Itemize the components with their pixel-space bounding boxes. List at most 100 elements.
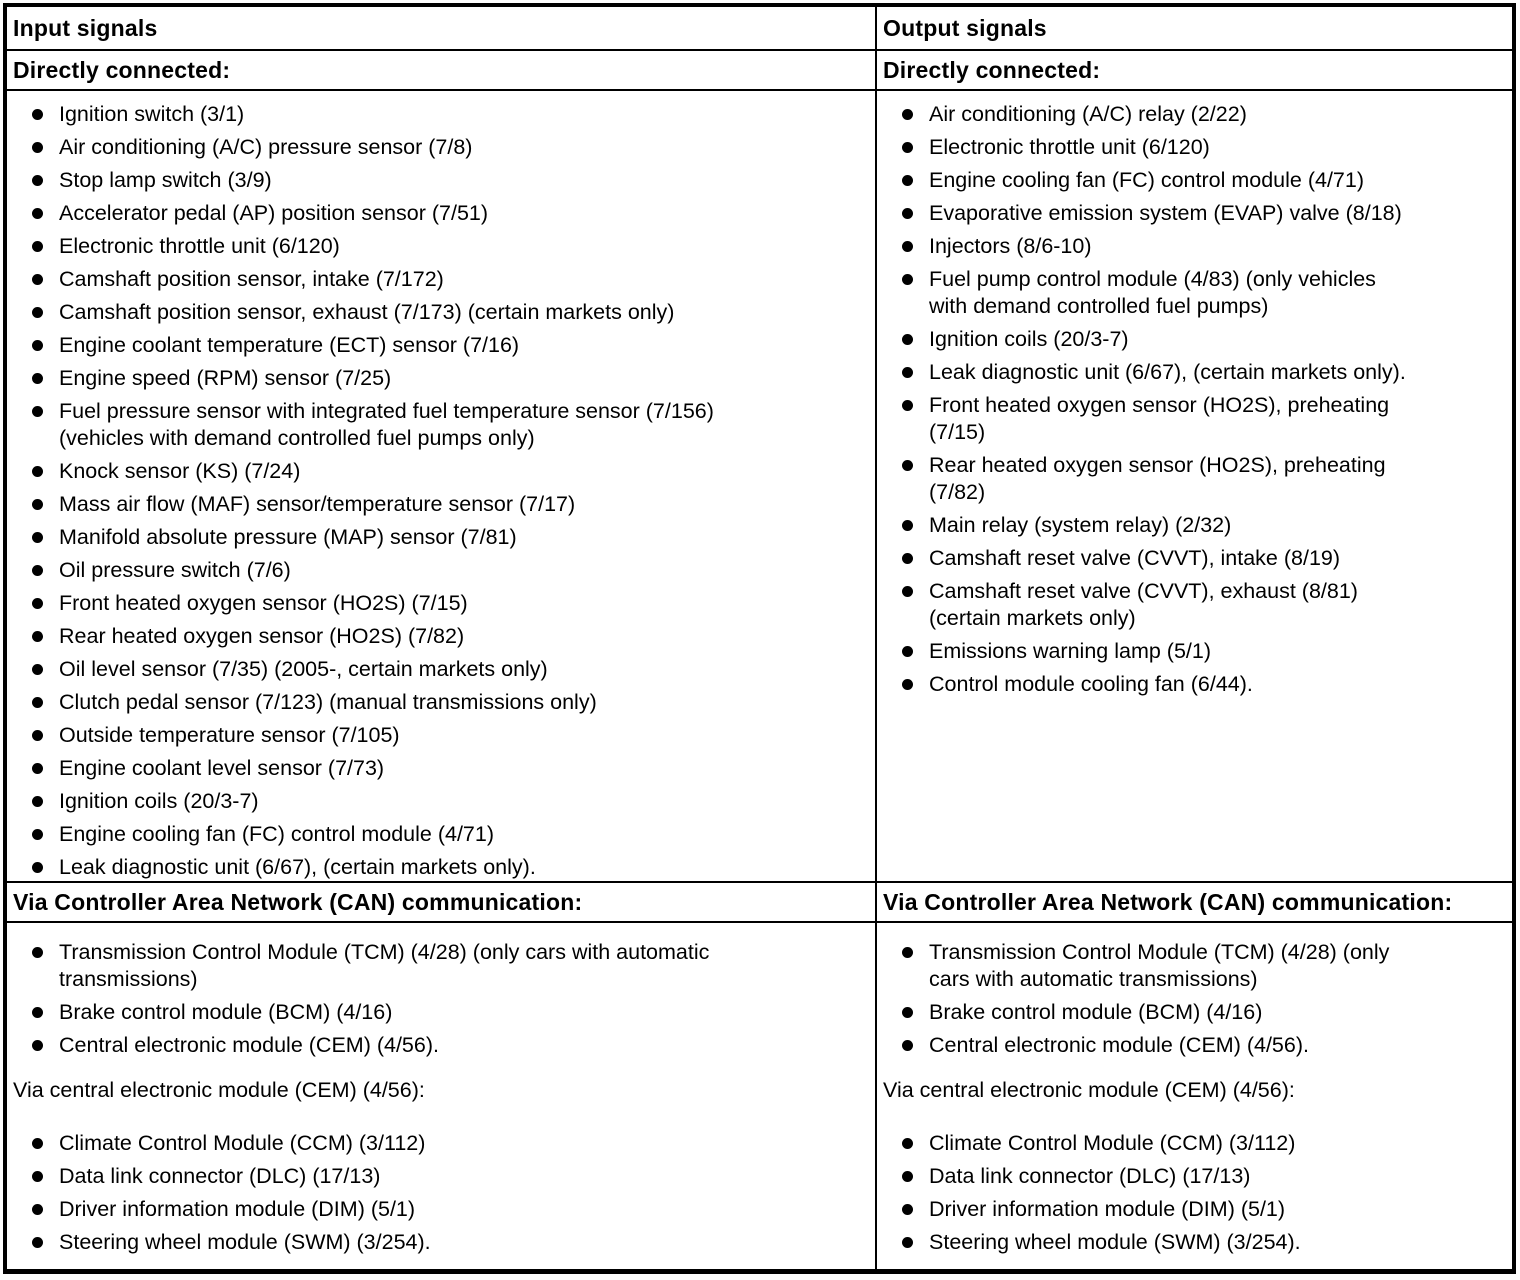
bullet-icon: [32, 406, 43, 417]
output-directly-connected-cell: Air conditioning (A/C) relay (2/22) Elec…: [877, 91, 1512, 881]
output-can-header: Via Controller Area Network (CAN) commun…: [877, 883, 1512, 921]
bullet-icon: [902, 274, 913, 285]
list-item: Mass air flow (MAF) sensor/temperature s…: [7, 491, 869, 518]
bullet-icon: [902, 586, 913, 597]
output-can-cell: Transmission Control Module (TCM) (4/28)…: [877, 923, 1512, 1269]
list-item: Engine speed (RPM) sensor (7/25): [7, 365, 869, 392]
input-directly-connected-cell: Ignition switch (3/1) Air conditioning (…: [7, 91, 875, 881]
bullet-icon: [902, 175, 913, 186]
bullet-icon: [902, 553, 913, 564]
list-item: Driver information module (DIM) (5/1): [7, 1196, 875, 1223]
bullet-icon: [32, 1204, 43, 1215]
bullet-icon: [32, 1138, 43, 1149]
bullet-icon: [32, 532, 43, 543]
bullet-icon: [32, 499, 43, 510]
bullet-icon: [32, 1040, 43, 1051]
list-item: Climate Control Module (CCM) (3/112): [877, 1130, 1512, 1157]
bullet-icon: [32, 373, 43, 384]
list-item: Main relay (system relay) (2/32): [877, 512, 1506, 539]
bullet-icon: [32, 274, 43, 285]
bullet-icon: [32, 947, 43, 958]
output-can-list: Transmission Control Module (TCM) (4/28)…: [877, 939, 1512, 1059]
bullet-icon: [902, 109, 913, 120]
list-item: Electronic throttle unit (6/120): [7, 233, 869, 260]
column-divider: [875, 51, 877, 89]
input-signals-header: Input signals: [7, 7, 875, 49]
row-divider: [7, 881, 1512, 883]
list-item: Air conditioning (A/C) pressure sensor (…: [7, 134, 869, 161]
bullet-icon: [32, 631, 43, 642]
list-item: Ignition coils (20/3-7): [877, 326, 1506, 353]
list-item: Driver information module (DIM) (5/1): [877, 1196, 1512, 1223]
bullet-icon: [902, 1138, 913, 1149]
bullet-icon: [902, 1237, 913, 1248]
input-can-header: Via Controller Area Network (CAN) commun…: [7, 883, 875, 921]
output-directly-connected-list: Air conditioning (A/C) relay (2/22) Elec…: [877, 101, 1506, 698]
list-item: Climate Control Module (CCM) (3/112): [7, 1130, 875, 1157]
input-via-cem-list: Climate Control Module (CCM) (3/112) Dat…: [7, 1130, 875, 1256]
list-item: Rear heated oxygen sensor (HO2S), prehea…: [877, 452, 1506, 506]
list-item: Steering wheel module (SWM) (3/254).: [7, 1229, 875, 1256]
list-item: Injectors (8/6-10): [877, 233, 1506, 260]
bullet-icon: [32, 862, 43, 873]
bullet-icon: [32, 340, 43, 351]
list-item: Rear heated oxygen sensor (HO2S) (7/82): [7, 623, 869, 650]
bullet-icon: [902, 947, 913, 958]
bullet-icon: [32, 109, 43, 120]
list-item: Ignition switch (3/1): [7, 101, 869, 128]
bullet-icon: [32, 598, 43, 609]
list-item: Clutch pedal sensor (7/123) (manual tran…: [7, 689, 869, 716]
bullet-icon: [32, 241, 43, 252]
bullet-icon: [32, 763, 43, 774]
bullet-icon: [902, 208, 913, 219]
input-can-list: Transmission Control Module (TCM) (4/28)…: [7, 939, 875, 1059]
bullet-icon: [32, 697, 43, 708]
list-item: Engine cooling fan (FC) control module (…: [7, 821, 869, 848]
list-item: Stop lamp switch (3/9): [7, 167, 869, 194]
list-item: Camshaft position sensor, intake (7/172): [7, 266, 869, 293]
output-via-cem-heading: Via central electronic module (CEM) (4/5…: [883, 1078, 1295, 1102]
input-directly-connected-header: Directly connected:: [7, 51, 875, 89]
bullet-icon: [32, 175, 43, 186]
bullet-icon: [32, 1007, 43, 1018]
input-directly-connected-list: Ignition switch (3/1) Air conditioning (…: [7, 101, 869, 881]
bullet-icon: [32, 1171, 43, 1182]
bullet-icon: [902, 1171, 913, 1182]
list-item: Emissions warning lamp (5/1): [877, 638, 1506, 665]
list-item: Data link connector (DLC) (17/13): [877, 1163, 1512, 1190]
list-item: Knock sensor (KS) (7/24): [7, 458, 869, 485]
list-item: Brake control module (BCM) (4/16): [877, 999, 1512, 1026]
bullet-icon: [902, 400, 913, 411]
list-item: Central electronic module (CEM) (4/56).: [877, 1032, 1512, 1059]
list-item: Leak diagnostic unit (6/67), (certain ma…: [7, 854, 869, 881]
bullet-icon: [32, 307, 43, 318]
bullet-icon: [32, 565, 43, 576]
list-item: Brake control module (BCM) (4/16): [7, 999, 875, 1026]
list-item: Electronic throttle unit (6/120): [877, 134, 1506, 161]
list-item: Camshaft position sensor, exhaust (7/173…: [7, 299, 869, 326]
bullet-icon: [32, 730, 43, 741]
bullet-icon: [902, 646, 913, 657]
column-divider: [875, 883, 877, 921]
bullet-icon: [32, 664, 43, 675]
column-divider: [875, 7, 877, 49]
bullet-icon: [902, 1204, 913, 1215]
list-item: Front heated oxygen sensor (HO2S), prehe…: [877, 392, 1506, 446]
input-via-cem-heading: Via central electronic module (CEM) (4/5…: [13, 1078, 425, 1102]
list-item: Evaporative emission system (EVAP) valve…: [877, 200, 1506, 227]
bullet-icon: [32, 1237, 43, 1248]
list-item: Central electronic module (CEM) (4/56).: [7, 1032, 875, 1059]
list-item: Transmission Control Module (TCM) (4/28)…: [7, 939, 875, 993]
list-item: Steering wheel module (SWM) (3/254).: [877, 1229, 1512, 1256]
list-item: Accelerator pedal (AP) position sensor (…: [7, 200, 869, 227]
bullet-icon: [32, 208, 43, 219]
list-item: Oil level sensor (7/35) (2005-, certain …: [7, 656, 869, 683]
column-divider: [875, 923, 877, 1269]
list-item: Outside temperature sensor (7/105): [7, 722, 869, 749]
column-divider: [875, 91, 877, 881]
list-item: Control module cooling fan (6/44).: [877, 671, 1506, 698]
bullet-icon: [32, 829, 43, 840]
list-item: Fuel pressure sensor with integrated fue…: [7, 398, 869, 452]
list-item: Front heated oxygen sensor (HO2S) (7/15): [7, 590, 869, 617]
list-item: Engine coolant temperature (ECT) sensor …: [7, 332, 869, 359]
